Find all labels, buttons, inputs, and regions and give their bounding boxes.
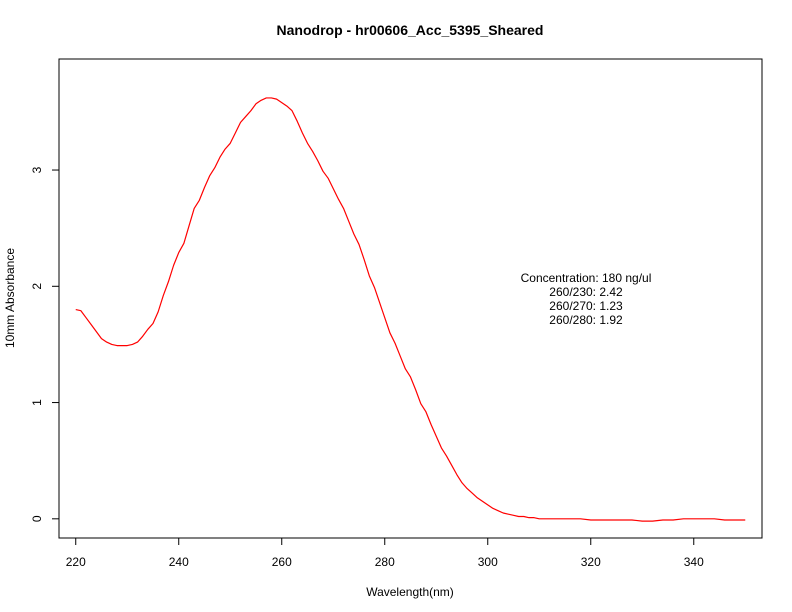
y-tick-label: 1 <box>30 399 44 406</box>
annotation-line: 260/280: 1.92 <box>549 313 623 327</box>
y-tick-label: 0 <box>30 515 44 522</box>
x-tick-label: 300 <box>478 555 498 569</box>
x-axis-label: Wavelength(nm) <box>366 585 454 599</box>
plot-frame <box>58 58 763 539</box>
y-tick-label: 3 <box>30 166 44 173</box>
x-tick-label: 260 <box>272 555 292 569</box>
y-tick-label: 2 <box>30 283 44 290</box>
annotation-line: 260/230: 2.42 <box>549 285 623 299</box>
chart-title: Nanodrop - hr00606_Acc_5395_Sheared <box>277 22 544 38</box>
annotation-line: 260/270: 1.23 <box>549 299 623 313</box>
absorbance-series-line <box>75 97 746 522</box>
y-axis: 0 1 2 3 <box>30 166 59 522</box>
x-tick-label: 340 <box>684 555 704 569</box>
x-tick-label: 280 <box>375 555 395 569</box>
x-tick-label: 240 <box>169 555 189 569</box>
x-tick-label: 320 <box>581 555 601 569</box>
x-tick-label: 220 <box>66 555 86 569</box>
x-axis: 220 240 260 280 300 320 340 <box>66 538 704 569</box>
y-axis-label: 10mm Absorbance <box>3 248 17 348</box>
series-layer <box>75 97 746 522</box>
annotation-line: Concentration: 180 ng/ul <box>521 271 652 285</box>
